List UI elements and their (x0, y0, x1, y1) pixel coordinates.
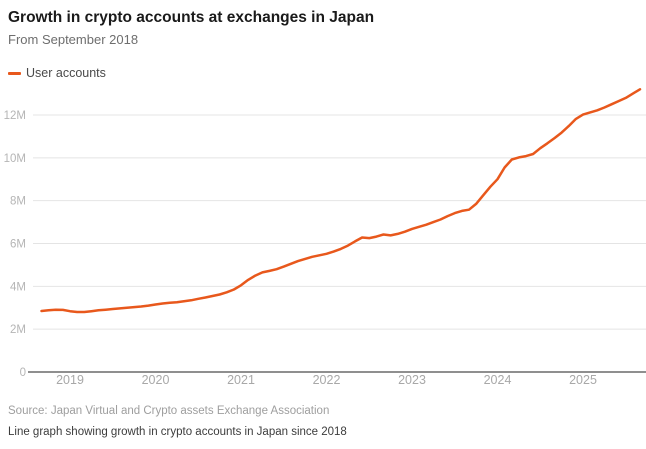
legend-label: User accounts (26, 66, 106, 81)
user-accounts-line (40, 88, 642, 314)
line-series-swatch-icon (8, 71, 21, 75)
y-tick-label: 6M (10, 239, 26, 251)
legend: User accounts (0, 47, 646, 81)
y-tick-label: 0 (20, 367, 26, 379)
x-tick-label: 2023 (398, 373, 426, 387)
x-tick-label: 2019 (56, 373, 84, 387)
x-tick-label: 2024 (484, 373, 512, 387)
page-title: Growth in crypto accounts at exchanges i… (8, 9, 375, 26)
line-chart: 0 2M 4M 6M 8M 10M 12M 2019 2020 2021 2022 2023 2024 2… (4, 88, 646, 387)
x-tick-label: 2021 (227, 373, 255, 387)
y-tick-label: 4M (10, 282, 26, 294)
x-tick-label: 2022 (313, 373, 341, 387)
x-tick-label: 2020 (142, 373, 170, 387)
page-subtitle: From September 2018 (8, 32, 139, 48)
y-tick-label: 8M (10, 196, 26, 208)
y-tick-label: 2M (10, 325, 26, 337)
y-tick-label: 10M (4, 153, 26, 165)
x-tick-label: 2025 (569, 373, 597, 387)
y-tick-label: 12M (4, 110, 26, 122)
source-note: Source: Japan Virtual and Crypto assets … (8, 405, 330, 418)
alt-text-note: Line graph showing growth in crypto acco… (8, 426, 347, 439)
